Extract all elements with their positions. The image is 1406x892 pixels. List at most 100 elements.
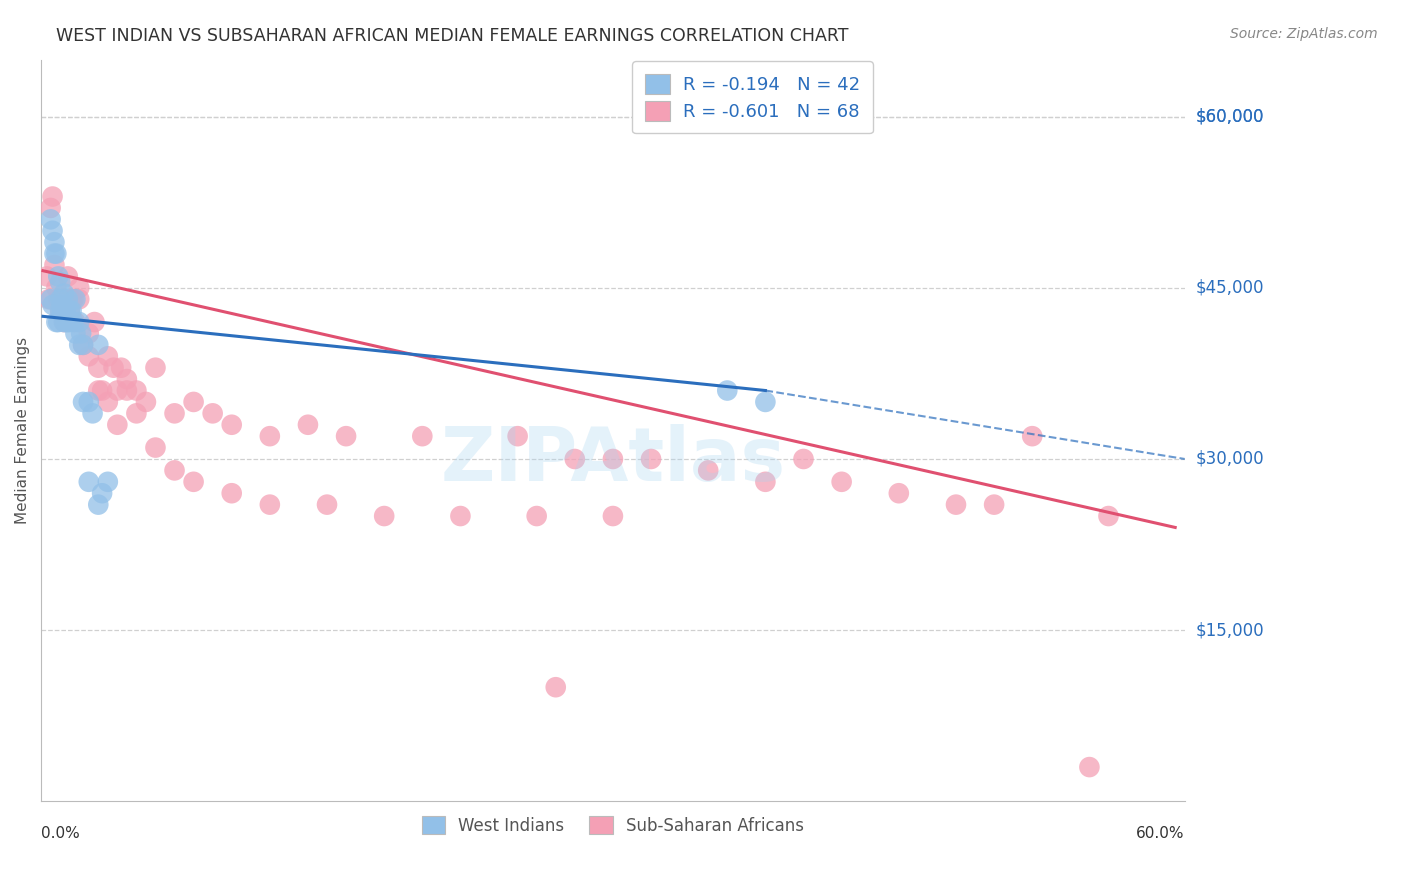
Point <box>716 384 738 398</box>
Point <box>221 486 243 500</box>
Point <box>87 338 110 352</box>
Point <box>53 315 76 329</box>
Point <box>110 360 132 375</box>
Point <box>97 395 120 409</box>
Text: $60,000: $60,000 <box>1197 108 1264 126</box>
Point <box>46 269 69 284</box>
Point <box>67 315 90 329</box>
Point <box>77 349 100 363</box>
Point <box>55 315 77 329</box>
Point <box>55 303 77 318</box>
Point <box>49 303 72 318</box>
Point <box>83 315 105 329</box>
Point <box>602 509 624 524</box>
Point <box>46 315 69 329</box>
Point <box>754 395 776 409</box>
Point <box>82 406 104 420</box>
Point <box>1078 760 1101 774</box>
Point <box>1097 509 1119 524</box>
Text: $45,000: $45,000 <box>1197 279 1264 297</box>
Point <box>640 452 662 467</box>
Point <box>105 384 128 398</box>
Point <box>831 475 853 489</box>
Point <box>145 441 167 455</box>
Point <box>45 315 67 329</box>
Point <box>135 395 157 409</box>
Point <box>45 281 67 295</box>
Y-axis label: Median Female Earnings: Median Female Earnings <box>15 337 30 524</box>
Point <box>44 258 66 272</box>
Point <box>945 498 967 512</box>
Point <box>335 429 357 443</box>
Point <box>221 417 243 432</box>
Point <box>754 475 776 489</box>
Point <box>373 509 395 524</box>
Point <box>45 246 67 260</box>
Point <box>70 326 93 341</box>
Point <box>67 281 90 295</box>
Point <box>983 498 1005 512</box>
Point <box>125 406 148 420</box>
Point <box>564 452 586 467</box>
Point <box>183 395 205 409</box>
Point <box>55 292 77 306</box>
Point <box>51 303 73 318</box>
Point <box>91 384 114 398</box>
Point <box>87 360 110 375</box>
Point <box>51 303 73 318</box>
Point <box>67 338 90 352</box>
Point <box>91 486 114 500</box>
Point <box>46 292 69 306</box>
Text: WEST INDIAN VS SUBSAHARAN AFRICAN MEDIAN FEMALE EARNINGS CORRELATION CHART: WEST INDIAN VS SUBSAHARAN AFRICAN MEDIAN… <box>56 27 849 45</box>
Point <box>72 338 94 352</box>
Point <box>259 498 281 512</box>
Point <box>316 498 339 512</box>
Text: 60.0%: 60.0% <box>1136 826 1185 841</box>
Point <box>183 475 205 489</box>
Point <box>51 292 73 306</box>
Point <box>411 429 433 443</box>
Point <box>62 292 84 306</box>
Point <box>56 269 79 284</box>
Point <box>77 326 100 341</box>
Point <box>201 406 224 420</box>
Point <box>77 475 100 489</box>
Point <box>887 486 910 500</box>
Point <box>103 360 125 375</box>
Point <box>56 315 79 329</box>
Point <box>67 292 90 306</box>
Point <box>60 303 83 318</box>
Point <box>53 286 76 301</box>
Point <box>35 269 58 284</box>
Point <box>449 509 471 524</box>
Point <box>697 463 720 477</box>
Point <box>297 417 319 432</box>
Point <box>56 292 79 306</box>
Point <box>602 452 624 467</box>
Point <box>65 292 87 306</box>
Point <box>59 303 82 318</box>
Point <box>59 303 82 318</box>
Point <box>163 463 186 477</box>
Point <box>125 384 148 398</box>
Point <box>39 212 62 227</box>
Point <box>97 349 120 363</box>
Text: $15,000: $15,000 <box>1197 621 1264 640</box>
Point <box>44 246 66 260</box>
Point <box>65 315 87 329</box>
Text: Source: ZipAtlas.com: Source: ZipAtlas.com <box>1230 27 1378 41</box>
Point <box>49 303 72 318</box>
Point <box>87 498 110 512</box>
Point <box>115 372 138 386</box>
Point <box>526 509 548 524</box>
Point <box>44 235 66 249</box>
Point <box>77 395 100 409</box>
Point <box>39 201 62 215</box>
Point <box>41 298 63 312</box>
Point <box>87 384 110 398</box>
Point <box>62 315 84 329</box>
Point <box>41 224 63 238</box>
Text: 0.0%: 0.0% <box>41 826 80 841</box>
Point <box>97 475 120 489</box>
Point <box>60 292 83 306</box>
